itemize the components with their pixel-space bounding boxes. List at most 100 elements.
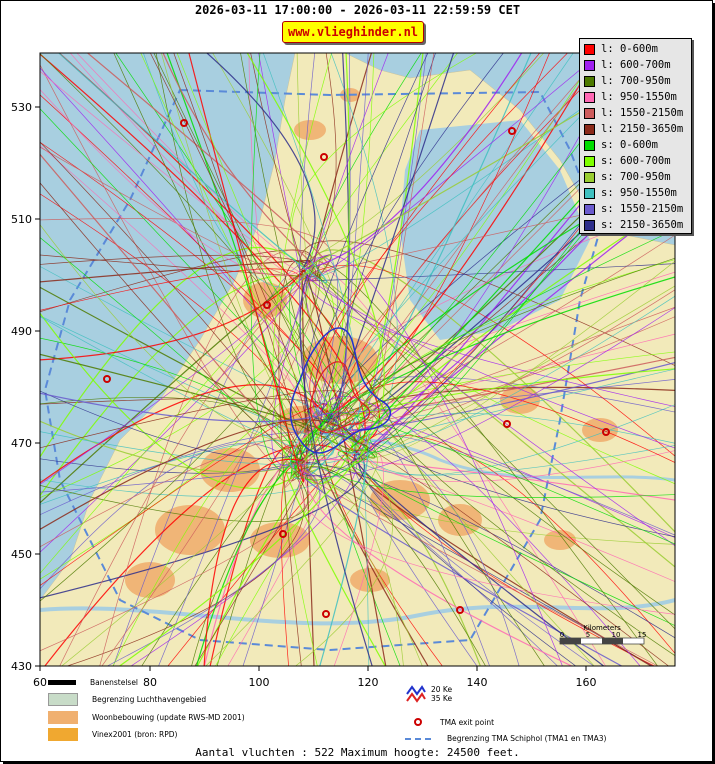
flight-track [113, 53, 335, 437]
flight-track [316, 264, 545, 666]
scale-label-1: 5 [586, 631, 590, 639]
legend-row: l: 700-950m [580, 73, 691, 89]
legend-swatch [584, 155, 595, 167]
flight-track [99, 250, 318, 666]
flight-track [309, 249, 675, 533]
legend-label: s: 600-700m [601, 155, 671, 167]
inner-lake [400, 120, 590, 340]
flight-track [40, 431, 367, 466]
flight-track [359, 53, 435, 459]
legend-swatch [584, 91, 595, 103]
flight-track [107, 459, 321, 666]
flight-track [365, 202, 675, 457]
flight-track [326, 53, 649, 428]
flight-track [40, 396, 300, 481]
legend-label: s: 1550-2150m [601, 203, 684, 215]
flight-track [119, 445, 369, 666]
x-tick-label: 60 [33, 676, 47, 689]
flight-track [212, 53, 356, 420]
legend-label: l: 950-1550m [601, 91, 677, 103]
flight-track [40, 470, 318, 652]
legend-airport-boundary: Begrenzing Luchthavengebied [48, 693, 206, 706]
flight-track [335, 362, 675, 431]
scale-bar [559, 637, 645, 645]
x-tick-label: 140 [467, 676, 488, 689]
flight-track [59, 275, 320, 666]
flight-count-footer: Aantal vluchten : 522 Maximum hoogte: 24… [195, 746, 520, 759]
flight-track [246, 53, 385, 444]
flight-track [158, 264, 314, 666]
flight-track [302, 265, 675, 457]
flight-track [40, 154, 317, 485]
legend-runways-label: Banenstelsel [90, 678, 139, 687]
legend-vinex-label: Vinex2001 (bron: RPD) [92, 730, 178, 739]
legend-row: l: 0-600m [580, 41, 691, 57]
flight-track [58, 53, 328, 284]
flight-track [300, 229, 675, 463]
legend-row: l: 950-1550m [580, 89, 691, 105]
flight-track [40, 70, 314, 280]
scale-title: Kilometers [583, 624, 621, 632]
flight-track [301, 478, 404, 666]
housing-swatch [48, 711, 78, 724]
flight-track [176, 53, 358, 450]
flight-track [191, 414, 333, 666]
altitude-legend: l: 0-600m l: 600-700m l: 700-950m l: 950-15… [579, 38, 692, 234]
flight-track [40, 53, 332, 416]
flight-track [209, 444, 309, 666]
x-tick-label: 160 [576, 676, 597, 689]
legend-tma-exit-label: TMA exit point [440, 717, 495, 727]
legend-label: l: 600-700m [601, 59, 671, 71]
flight-track [40, 449, 366, 599]
flight-track [291, 53, 350, 476]
legend-row: s: 2150-3650m [580, 217, 691, 233]
y-tick-label: 530 [11, 101, 32, 114]
flight-track [283, 457, 386, 666]
site-link-badge[interactable]: www.vlieghinder.nl [282, 21, 424, 43]
x-tick-label: 100 [249, 676, 270, 689]
flight-track [304, 53, 429, 420]
flight-track [69, 53, 314, 283]
flight-track [305, 275, 675, 449]
axis-ticks [35, 106, 587, 671]
flight-track [352, 53, 427, 454]
y-tick-label: 450 [11, 548, 32, 561]
flight-track [309, 53, 568, 413]
flight-track [295, 442, 394, 666]
scale-label-2: 10 [612, 631, 621, 639]
flight-track [353, 454, 655, 666]
legend-label: l: 0-600m [601, 43, 658, 55]
tma-boundary [43, 88, 602, 652]
flight-track [337, 289, 675, 427]
legend-noise-contours: 20 Ke 35 Ke [405, 684, 452, 704]
legend-swatch [584, 123, 595, 135]
flight-track [143, 53, 308, 288]
flight-track [357, 368, 675, 447]
flight-track [299, 465, 675, 615]
flight-track [308, 276, 675, 616]
flight-track [288, 194, 675, 280]
flight-track [203, 458, 302, 666]
flight-track [299, 53, 339, 422]
flight-track [40, 261, 308, 498]
flight-track [305, 263, 675, 281]
flight-track [301, 351, 675, 463]
flight-track [101, 262, 317, 666]
noise-contour-icon [406, 685, 426, 703]
legend-35ke-label: 35 Ke [431, 694, 453, 703]
flight-track [40, 390, 352, 449]
flight-track [40, 141, 305, 477]
legend-row: l: 600-700m [580, 57, 691, 73]
flight-track [206, 53, 316, 271]
flight-track [40, 337, 299, 461]
legend-vinex: Vinex2001 (bron: RPD) [48, 728, 178, 741]
flight-track [40, 218, 332, 276]
legend-row: s: 600-700m [580, 153, 691, 169]
flight-track [319, 442, 371, 666]
flight-track [325, 141, 675, 435]
flight-track [307, 254, 563, 666]
flight-track [354, 433, 675, 536]
legend-label: s: 2150-3650m [601, 219, 684, 231]
flight-track [40, 264, 316, 574]
flight-track [332, 53, 369, 418]
